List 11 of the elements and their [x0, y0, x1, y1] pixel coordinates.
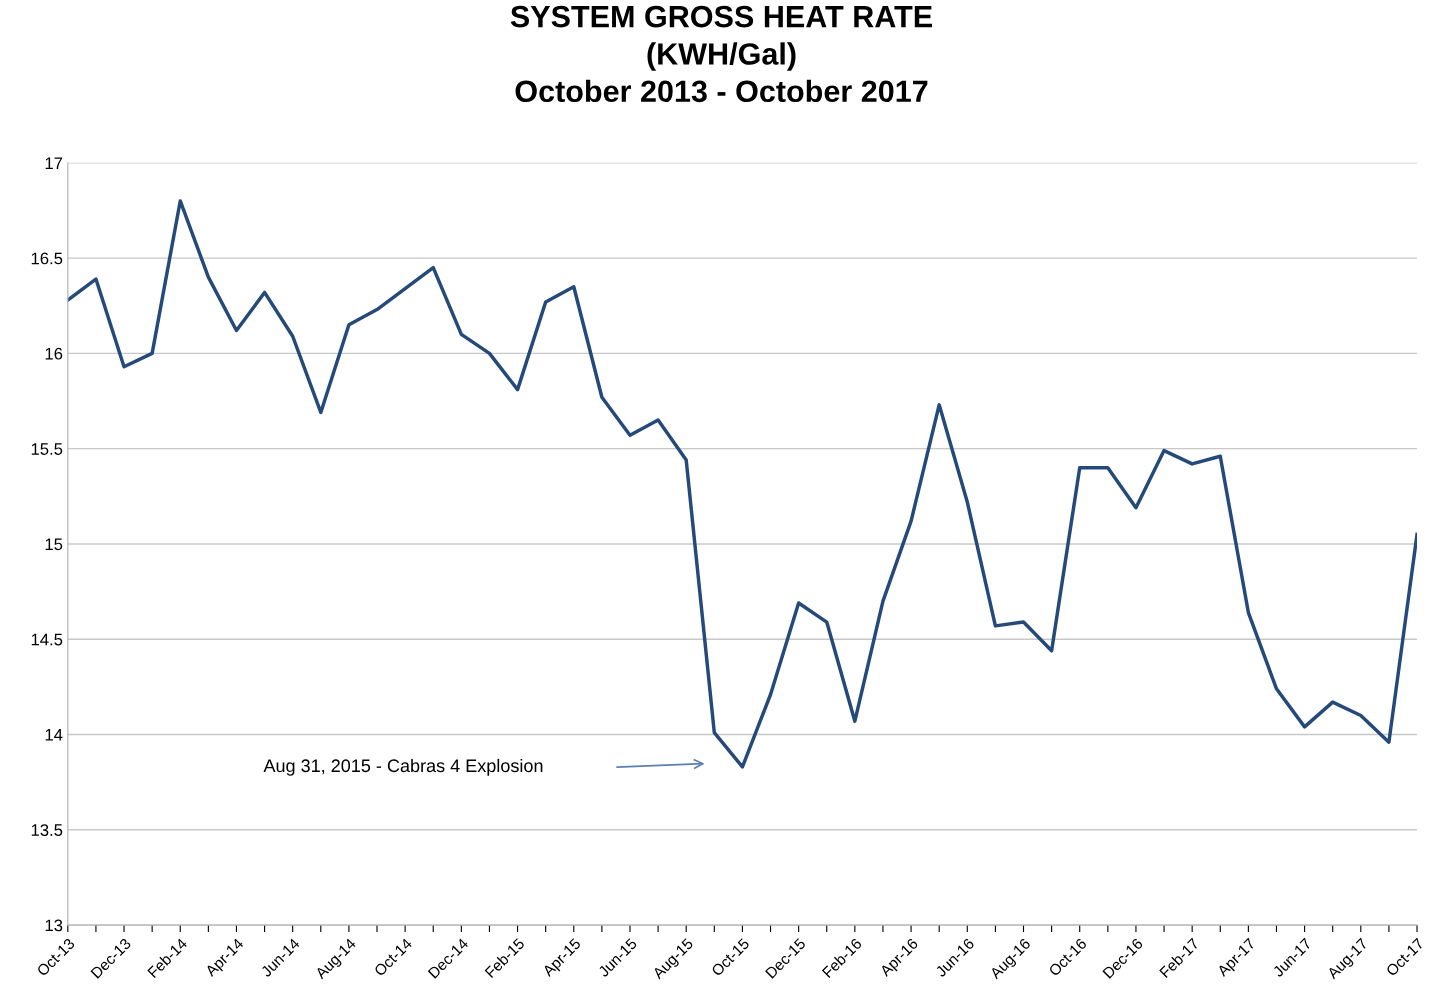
chart-title: SYSTEM GROSS HEAT RATE (KWH/Gal) October 2013 - October 2017 — [510, 5, 932, 103]
y-tick-label: 14.5 — [31, 633, 63, 646]
y-tick-label: 13.5 — [31, 824, 63, 836]
y-tick-label: 16 — [45, 347, 63, 360]
y-tick-label: 16.5 — [31, 252, 63, 265]
y-tick-label: 15.5 — [31, 443, 63, 455]
y-tick-label: 17 — [45, 157, 63, 169]
y-tick-label: 13 — [45, 919, 63, 932]
y-tick-label: 14 — [45, 729, 63, 741]
annotation: Aug 31, 2015 - Cabras 4 Explosion — [263, 758, 543, 776]
y-tick-label: 15 — [45, 538, 63, 551]
